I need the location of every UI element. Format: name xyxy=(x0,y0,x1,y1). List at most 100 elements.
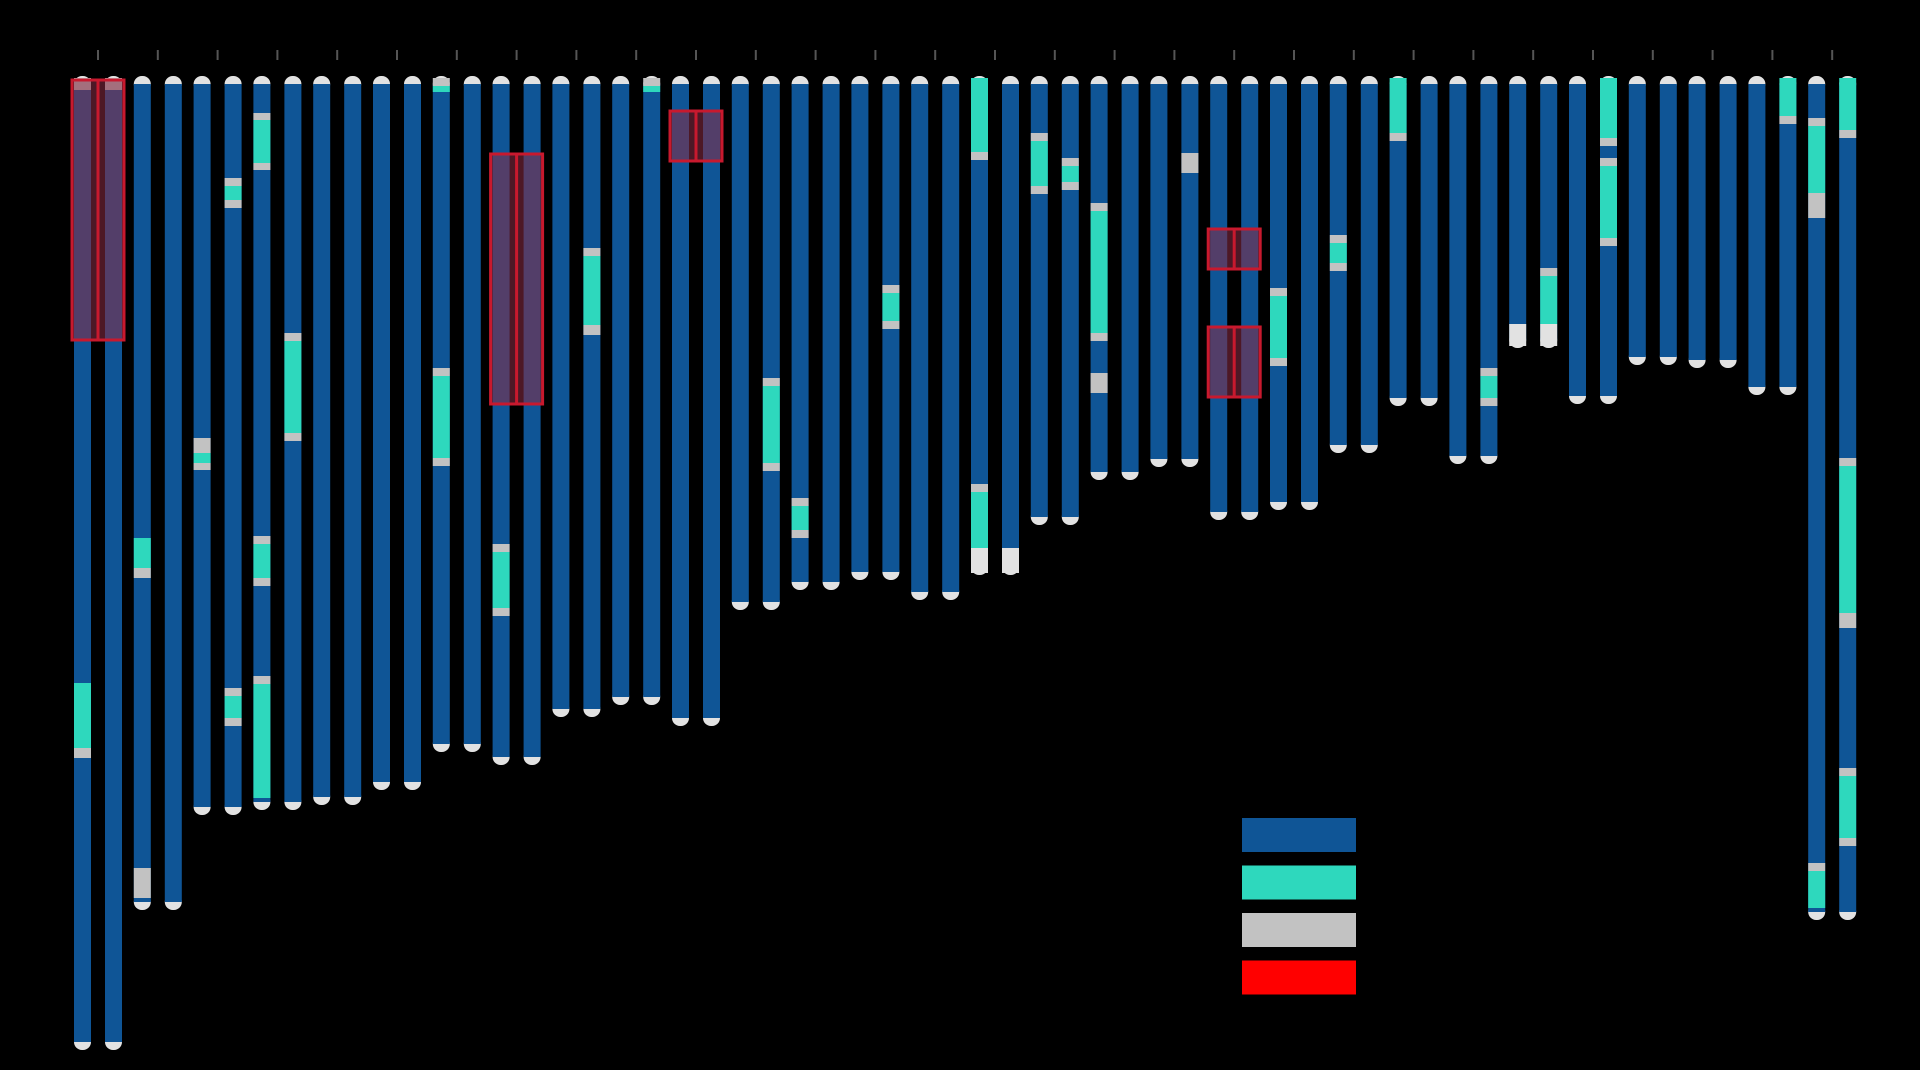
legend-swatch-blue xyxy=(1242,818,1356,852)
band-gray xyxy=(492,544,510,552)
chromatid-body xyxy=(1779,84,1797,387)
chromatid-right xyxy=(1659,76,1677,365)
chromatid-right xyxy=(1360,76,1378,453)
chromatid-left xyxy=(1688,76,1706,368)
band-gray xyxy=(193,438,211,453)
band-highlight xyxy=(1600,166,1617,238)
chromatid-body xyxy=(344,84,362,797)
chromatid-body xyxy=(822,84,840,582)
chromatid-left xyxy=(1509,76,1527,348)
chromosome-pair-10 xyxy=(612,50,661,705)
chromatid-body xyxy=(1210,84,1228,512)
band-gray xyxy=(1779,116,1797,124)
chromosome-pair-14 xyxy=(851,50,900,580)
chromatid-body xyxy=(1628,84,1646,357)
chromatid-left xyxy=(1628,76,1646,365)
chromatid-left xyxy=(791,76,809,590)
chromatid-body xyxy=(731,84,749,602)
band-gray xyxy=(1030,133,1048,141)
band-gray xyxy=(1061,182,1079,190)
band-highlight xyxy=(1329,243,1347,263)
chromatid-left xyxy=(1150,76,1168,467)
chromatid-body xyxy=(1181,84,1199,459)
band-tip xyxy=(1540,324,1558,346)
chromatid-body xyxy=(942,84,960,592)
chromatid-left xyxy=(552,76,570,717)
band-highlight xyxy=(1030,141,1048,186)
chromatid-body xyxy=(1301,84,1318,502)
chromatid-right xyxy=(224,76,242,815)
chromatid-body xyxy=(1449,84,1467,456)
band-gray xyxy=(193,463,211,470)
chromatid-body xyxy=(164,84,182,902)
chromosome-pair-28 xyxy=(1688,50,1737,368)
band-highlight xyxy=(74,683,91,748)
band-gray xyxy=(1839,838,1857,846)
band-gray xyxy=(253,113,271,120)
chromatid-right xyxy=(703,76,720,726)
chromatid-left xyxy=(612,76,630,705)
band-gray xyxy=(791,498,809,506)
band-highlight xyxy=(1600,78,1617,138)
band-gray xyxy=(1061,158,1079,166)
band-highlight xyxy=(762,386,780,463)
chromatid-right xyxy=(1839,76,1857,920)
legend-swatch-red xyxy=(1242,960,1356,995)
band-highlight xyxy=(882,293,900,321)
chromatid-body xyxy=(1360,84,1378,445)
band-gray xyxy=(224,178,242,186)
band-gray xyxy=(492,608,510,616)
chromatid-body xyxy=(1719,84,1737,360)
band-gray xyxy=(253,536,271,544)
chromatid-right xyxy=(404,76,421,790)
chromatid-body xyxy=(1688,84,1706,360)
band-highlight xyxy=(791,506,809,530)
chromatid-right xyxy=(942,76,960,600)
band-gray xyxy=(762,463,780,471)
chromatid-right xyxy=(583,76,601,717)
chromatid-left xyxy=(373,76,390,790)
chromatid-body xyxy=(1748,84,1766,387)
band-gray xyxy=(1600,238,1617,246)
chromosome-pair-2 xyxy=(133,50,182,910)
chromosome-pair-27 xyxy=(1628,50,1677,365)
chromosome-pair-13 xyxy=(791,50,840,590)
band-gray xyxy=(253,163,271,170)
band-gray xyxy=(1090,373,1108,393)
band-highlight xyxy=(1839,78,1857,130)
chromatid-body xyxy=(1509,84,1527,340)
chromatid-left xyxy=(1748,76,1766,395)
chromatid-body xyxy=(791,84,809,582)
band-gray xyxy=(284,333,302,341)
band-gray xyxy=(1600,158,1617,166)
legend-swatch-teal xyxy=(1242,865,1356,900)
chromosome-pair-21 xyxy=(1270,50,1318,510)
band-gray xyxy=(1181,153,1199,173)
chromatid-left xyxy=(1210,76,1228,520)
chromatid-body xyxy=(1569,84,1586,396)
band-highlight xyxy=(1839,776,1857,838)
chromatid-body xyxy=(133,84,151,902)
band-gray xyxy=(1808,863,1826,871)
band-highlight xyxy=(1090,211,1108,333)
legend xyxy=(1242,818,1356,995)
chromatid-body xyxy=(463,84,481,744)
chromatid-right xyxy=(344,76,362,805)
chromosome-pair-20 xyxy=(1206,50,1262,520)
chromatid-right xyxy=(822,76,840,590)
chromatid-left xyxy=(672,76,689,726)
band-gray xyxy=(133,568,151,578)
chromosome-pair-17 xyxy=(1030,50,1079,525)
chromatid-right xyxy=(1480,76,1498,464)
chromatid-body xyxy=(313,84,331,797)
chromatid-right xyxy=(1779,76,1797,395)
band-highlight xyxy=(1540,276,1558,324)
chromatid-body xyxy=(971,84,988,567)
band-highlight xyxy=(224,186,242,200)
band-gray xyxy=(1270,358,1287,366)
band-gray xyxy=(1090,333,1108,341)
band-gray xyxy=(1389,133,1407,141)
chromatid-body xyxy=(1150,84,1168,459)
chromatid-right xyxy=(882,76,900,580)
chromatid-left xyxy=(911,76,929,600)
